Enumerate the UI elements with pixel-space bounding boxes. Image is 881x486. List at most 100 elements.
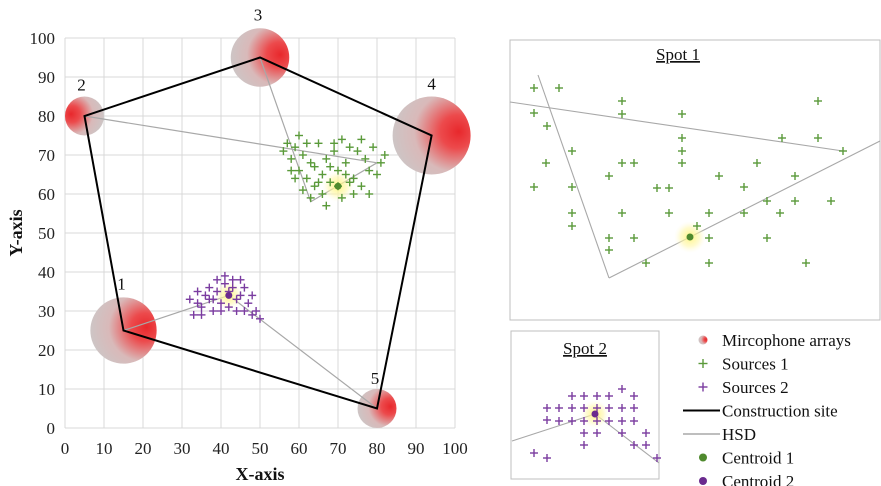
spot1-source-point bbox=[740, 209, 748, 217]
x-tick-label: 80 bbox=[369, 439, 386, 458]
source-1-point bbox=[326, 178, 335, 187]
source-1-point bbox=[318, 170, 327, 179]
spot1-source-point bbox=[791, 172, 799, 180]
y-tick-label: 90 bbox=[38, 68, 55, 87]
source-2-point bbox=[193, 287, 202, 296]
source-2-point bbox=[236, 275, 245, 284]
spot1-source-point bbox=[605, 234, 613, 242]
spot2-source-point bbox=[580, 404, 588, 412]
source-1-point bbox=[341, 170, 350, 179]
spot1-source-point bbox=[678, 134, 686, 142]
spot2-source-point bbox=[568, 417, 576, 425]
source-2-point bbox=[217, 299, 225, 308]
spot2-source-point bbox=[543, 416, 551, 424]
spot1-source-point bbox=[678, 159, 686, 167]
x-tick-label: 30 bbox=[174, 439, 191, 458]
spot1-source-point bbox=[763, 234, 771, 242]
centroid-1 bbox=[334, 182, 342, 190]
source-1-point bbox=[334, 166, 342, 175]
spot2-source-point bbox=[605, 392, 613, 400]
source-1-point bbox=[283, 139, 292, 148]
source-1-point bbox=[330, 147, 339, 156]
source-1-point bbox=[373, 170, 381, 179]
spot1-title: Spot 1 bbox=[656, 45, 700, 64]
source-1-point bbox=[357, 135, 366, 144]
source-2-point bbox=[189, 310, 198, 319]
spot2-source-point bbox=[618, 429, 626, 437]
centroid-2 bbox=[225, 291, 233, 299]
spot2-source-point bbox=[630, 404, 638, 412]
x-tick-label: 40 bbox=[213, 439, 230, 458]
array-label-3: 3 bbox=[254, 5, 263, 24]
source-2-point bbox=[228, 283, 237, 292]
spot1-source-point bbox=[605, 172, 613, 180]
source-1-point bbox=[318, 190, 327, 198]
spot2-source-point bbox=[630, 392, 638, 400]
spot1-source-point bbox=[543, 122, 551, 130]
source-2-point bbox=[197, 303, 206, 312]
source-1-point bbox=[341, 158, 350, 167]
spot2-plot bbox=[511, 385, 661, 464]
spot1-source-point bbox=[693, 222, 701, 230]
legend: Mircophone arrays Sources 1 Sources 2 Const… bbox=[683, 331, 851, 486]
y-tick-label: 50 bbox=[38, 224, 55, 243]
spot2-centroid bbox=[591, 410, 599, 418]
spot2-source-point bbox=[618, 417, 626, 425]
source-1-point bbox=[306, 193, 315, 202]
y-tick-label: 70 bbox=[38, 146, 55, 165]
y-tick-label: 80 bbox=[38, 107, 55, 126]
source-1-point bbox=[326, 162, 335, 171]
y-tick-label: 100 bbox=[30, 29, 56, 48]
spot1-source-point bbox=[568, 222, 576, 230]
x-tick-label: 100 bbox=[442, 439, 468, 458]
x-tick-label: 70 bbox=[330, 439, 347, 458]
source-2-point bbox=[201, 291, 210, 300]
source-2-point bbox=[217, 307, 225, 315]
source-1-point bbox=[349, 174, 358, 183]
main-plot: 0 10 20 30 40 50 60 70 80 90 100 0 10 20 30 40 50 60 70 80 9… bbox=[6, 5, 471, 484]
spot2-source-point bbox=[580, 441, 588, 449]
y-tick-label: 10 bbox=[38, 380, 55, 399]
spot2-source-point bbox=[642, 429, 650, 437]
legend-plus-icon bbox=[698, 382, 708, 392]
source-2-point bbox=[232, 295, 241, 304]
y-axis-title: Y-axis bbox=[6, 209, 26, 256]
source-2-point bbox=[252, 307, 261, 315]
spot1-source-point bbox=[763, 197, 771, 205]
source-1-point bbox=[287, 154, 296, 163]
legend-label: Mircophone arrays bbox=[722, 331, 851, 350]
legend-plus-icon bbox=[698, 359, 708, 368]
source-1-point bbox=[291, 174, 300, 183]
spot1-source-point bbox=[618, 209, 626, 217]
spot1-source-point bbox=[568, 183, 576, 191]
spot1-source-point bbox=[839, 147, 847, 155]
spot2-source-point bbox=[630, 441, 638, 449]
source-1-point bbox=[361, 154, 370, 163]
source-1-point bbox=[314, 139, 323, 148]
x-axis-title: X-axis bbox=[236, 464, 285, 484]
spot2-source-point bbox=[605, 417, 613, 425]
spot1-source-point bbox=[678, 147, 686, 155]
spot1-source-point bbox=[665, 184, 673, 192]
spot1-source-point bbox=[665, 209, 673, 217]
y-tick-label: 40 bbox=[38, 263, 55, 282]
spot1-source-point bbox=[555, 84, 563, 92]
source-2-point bbox=[240, 283, 249, 292]
array-label-1: 1 bbox=[117, 274, 126, 293]
source-1-point bbox=[287, 166, 296, 175]
spot2-source-point bbox=[543, 404, 551, 412]
x-tick-label: 10 bbox=[96, 439, 113, 458]
source-1-point bbox=[337, 135, 346, 144]
source-1-point bbox=[306, 158, 315, 167]
construction-site-polygon bbox=[83, 56, 433, 410]
spot1-centroid bbox=[686, 233, 694, 241]
spot2-source-point bbox=[653, 454, 661, 462]
spot2-source-point bbox=[618, 404, 626, 412]
spot2-source-point bbox=[593, 392, 601, 400]
source-2-point bbox=[209, 307, 218, 315]
spot2-source-point bbox=[555, 417, 563, 425]
spot1-source-point bbox=[530, 183, 538, 191]
spot2-source-point bbox=[580, 392, 588, 400]
spot1-source-point bbox=[542, 159, 550, 167]
